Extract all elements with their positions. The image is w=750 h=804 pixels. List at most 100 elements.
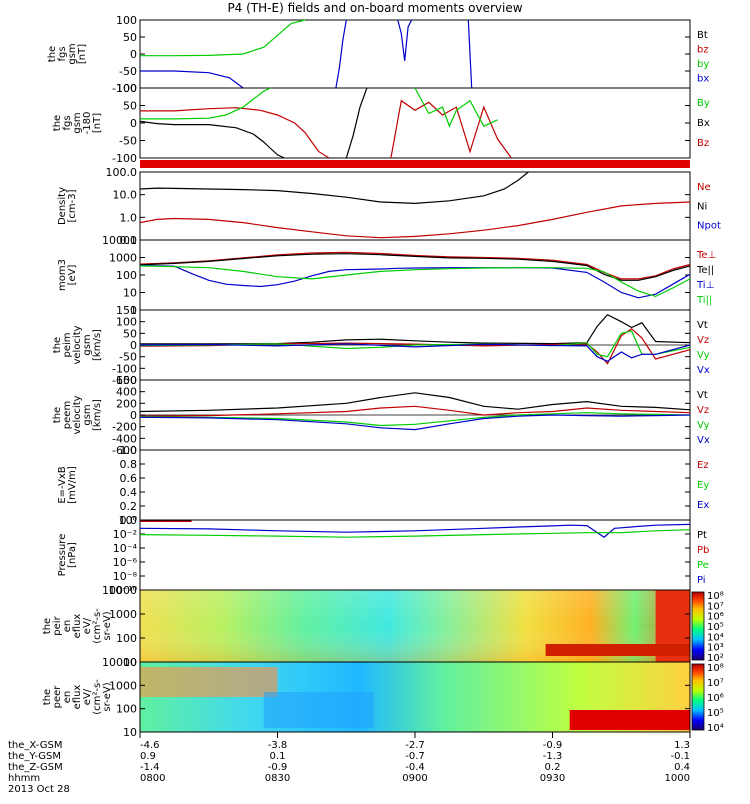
- y-tick-label: 10: [123, 726, 137, 739]
- y-axis-label-line: eV/: [82, 617, 93, 634]
- colorbar: [691, 591, 705, 661]
- legend-entry: Vz: [697, 335, 709, 346]
- chart-panel-2: 100 50 0 -50 -100 thefgsgsm-180[nT] By Bx Bz: [52, 82, 710, 165]
- y-tick-label: -150: [112, 374, 137, 387]
- colorbar-tick-label: 10⁸: [707, 663, 724, 674]
- footer-value: 0.4: [674, 762, 690, 773]
- footer-value: 0.1: [270, 751, 286, 762]
- y-axis-label-line: E=-VxB: [57, 466, 68, 503]
- legend-entry: Te||: [696, 265, 714, 276]
- series-line-Bz: [140, 107, 330, 159]
- series-line-Ti⊥: [139, 264, 691, 299]
- y-tick-label: 1.0: [120, 211, 138, 224]
- y-tick-label: 0: [130, 48, 137, 61]
- y-tick-label: -600: [112, 444, 137, 457]
- y-axis-label-line: peir: [52, 615, 63, 635]
- y-tick-label: -50: [119, 65, 137, 78]
- y-axis-label-line: velocity: [72, 325, 83, 364]
- y-axis-label-line: peer: [52, 685, 63, 709]
- y-axis-label: E=-VxB[mV/m]: [57, 466, 78, 504]
- legend-entry: Bt: [697, 30, 708, 41]
- y-tick-label: 10: [123, 287, 137, 300]
- y-tick-label: 10000: [102, 656, 137, 669]
- colorbar-tick-label: 10⁴: [707, 723, 724, 734]
- y-tick-label: -100: [112, 82, 137, 95]
- spectrogram-cool-region: [263, 692, 374, 728]
- y-tick-label: 1000: [109, 679, 137, 692]
- legend-entry: Ey: [697, 480, 709, 491]
- panels-group: 100500-50-100thefgsgsm[nT]Btbzbybx100500…: [42, 14, 724, 739]
- panel-frame: [139, 171, 691, 241]
- footer-value: -0.4: [405, 762, 425, 773]
- series-line-by: [140, 19, 306, 57]
- y-tick-label: 10⁻⁸: [113, 570, 138, 583]
- y-axis-label-line: [mV/m]: [67, 466, 78, 504]
- series-line-Pe: [139, 529, 691, 538]
- figure-title: P4 (TH-E) fields and on-board moments ov…: [227, 1, 522, 15]
- separator-band: [140, 160, 690, 168]
- legend-entry: Pi: [697, 575, 706, 586]
- colorbar-tick-label: 10⁶: [707, 693, 724, 704]
- y-tick-label: 1000: [109, 252, 137, 265]
- y-axis-label-line: the: [42, 618, 53, 634]
- legend-entry: bz: [697, 45, 709, 56]
- spectrogram-warm-region: [140, 667, 278, 697]
- y-axis-label-line: peim: [62, 332, 73, 357]
- y-tick-label: 1: [130, 304, 137, 317]
- legend-entry: bx: [697, 74, 709, 85]
- y-tick-label: 100: [116, 316, 137, 329]
- legend-entry: Vx: [697, 365, 710, 376]
- y-axis-label-line: eV/: [82, 688, 93, 705]
- y-axis-label-line: [nT]: [92, 113, 103, 133]
- series-line-Vt: [140, 313, 691, 345]
- y-axis-label: thepeerenefluxeV/(cm²-s-sr-eV): [42, 679, 113, 715]
- y-tick-label: 10⁻²: [113, 528, 137, 541]
- colorbar-tick-label: 10³: [707, 643, 724, 654]
- series-line-bx: [140, 70, 244, 89]
- y-axis-label-line: eflux: [72, 685, 83, 710]
- legend-entry: Pb: [697, 545, 709, 556]
- footer-value: 0.9: [140, 751, 156, 762]
- legend-entry: Ex: [697, 500, 709, 511]
- y-tick-label: 100: [116, 632, 137, 645]
- legend-entry: By: [697, 98, 710, 109]
- y-axis-label-line: -180: [82, 112, 93, 135]
- series-line-bx: [467, 19, 473, 89]
- y-tick-label: -100: [112, 152, 137, 165]
- series-line-By: [414, 87, 498, 128]
- y-tick-label: 100: [116, 269, 137, 282]
- footer-value: 0.2: [545, 762, 561, 773]
- y-tick-label: 150: [116, 304, 137, 317]
- y-axis-label-line: [nT]: [77, 44, 88, 64]
- footer-value: -4.6: [140, 740, 160, 751]
- series-line-Pi: [139, 523, 691, 538]
- legend-entry: Vx: [697, 435, 710, 446]
- colorbar-tick-label: 10⁷: [707, 678, 724, 689]
- footer-value: 1000: [665, 773, 690, 784]
- y-axis-label-line: gsm: [82, 334, 93, 355]
- footer-value: 0800: [140, 773, 165, 784]
- y-axis-label-line: the: [52, 337, 63, 353]
- y-axis-label-line: velocity: [72, 395, 83, 434]
- legend-entry: Te⊥: [696, 250, 716, 261]
- series-line-Vt: [139, 392, 691, 413]
- series-line-Te⊥: [139, 251, 691, 280]
- series-line-Vx: [139, 343, 691, 362]
- y-axis-label: thepeemvelocitygsm[km/s]: [52, 395, 103, 434]
- legend-entry: Bx: [697, 118, 710, 129]
- series-line-Vz: [139, 327, 691, 365]
- y-tick-label: -200: [112, 421, 137, 434]
- y-tick-label: 10000: [102, 584, 137, 597]
- y-tick-label: 600: [116, 374, 137, 387]
- legend-entry: Vt: [697, 390, 708, 401]
- series-line-Vz: [139, 405, 691, 417]
- footer-value: -0.7: [405, 751, 425, 762]
- chart-panel-4: 10000 1000 100 10 1 mom3[eV] Te⊥ Te|| Ti⊥ Ti||: [57, 234, 716, 317]
- colorbar-tick-label: 10⁶: [707, 612, 724, 623]
- y-axis-label-line: the: [52, 407, 63, 423]
- legend-entry: Ez: [697, 460, 709, 471]
- y-axis-label-line: gsm: [82, 404, 93, 425]
- legend-entry: Ti||: [696, 295, 712, 306]
